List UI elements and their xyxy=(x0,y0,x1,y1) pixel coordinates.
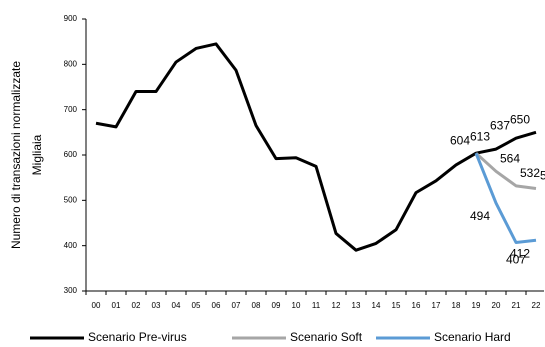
y-tick-label: 300 xyxy=(64,286,78,295)
x-tick-label: 13 xyxy=(352,301,361,310)
y-tick-label: 700 xyxy=(64,105,78,114)
x-tick-label: 18 xyxy=(452,301,461,310)
x-tick-label: 05 xyxy=(192,301,201,310)
x-tick-label: 09 xyxy=(272,301,281,310)
x-tick-label: 21 xyxy=(512,301,521,310)
x-tick-label: 11 xyxy=(312,301,321,310)
data-label: 613 xyxy=(470,129,490,143)
y-tick-label: 400 xyxy=(64,241,78,250)
data-label: 564 xyxy=(500,151,520,165)
x-tick-label: 06 xyxy=(212,301,221,310)
legend-label: Scenario Soft xyxy=(290,330,363,344)
data-label: 526 xyxy=(540,169,545,183)
x-tick-label: 08 xyxy=(252,301,261,310)
y-axis-subtitle: Migliaia xyxy=(30,134,44,175)
data-label: 604 xyxy=(450,133,470,147)
x-tick-label: 12 xyxy=(332,301,341,310)
x-tick-label: 00 xyxy=(92,301,101,310)
x-tick-label: 17 xyxy=(432,301,441,310)
x-tick-label: 01 xyxy=(112,301,121,310)
x-tick-label: 03 xyxy=(152,301,161,310)
y-tick-label: 600 xyxy=(64,150,78,159)
x-tick-label: 20 xyxy=(492,301,501,310)
x-tick-label: 10 xyxy=(292,301,301,310)
y-tick-label: 900 xyxy=(64,14,78,23)
data-label: 494 xyxy=(470,209,490,223)
series-line xyxy=(474,152,537,244)
x-tick-label: 22 xyxy=(532,301,541,310)
x-tick-label: 15 xyxy=(392,301,401,310)
data-label: 650 xyxy=(510,113,530,127)
x-tick-label: 07 xyxy=(232,301,241,310)
data-label: 637 xyxy=(490,118,510,132)
legend-label: Scenario Pre-virus xyxy=(88,330,187,344)
x-tick-label: 02 xyxy=(132,301,141,310)
data-label: 412 xyxy=(510,246,530,260)
legend-label: Scenario Hard xyxy=(434,330,511,344)
x-tick-label: 14 xyxy=(372,301,381,310)
data-label: 532 xyxy=(520,166,540,180)
y-tick-label: 500 xyxy=(64,195,78,204)
x-tick-label: 16 xyxy=(412,301,421,310)
x-tick-label: 04 xyxy=(172,301,181,310)
x-tick-label: 19 xyxy=(472,301,481,310)
y-axis-title: Numero di transazioni normalizzate xyxy=(9,61,23,249)
series-line xyxy=(474,152,537,191)
y-tick-label: 800 xyxy=(64,59,78,68)
series-line xyxy=(95,42,537,252)
data-label: 407 xyxy=(506,253,526,267)
